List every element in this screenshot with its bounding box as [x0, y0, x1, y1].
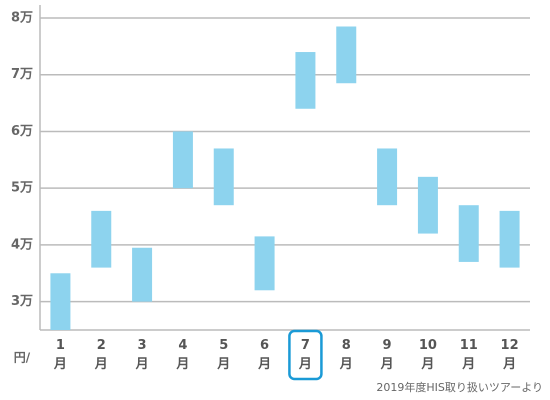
x-tick-label: 2月	[94, 338, 108, 372]
x-tick-label: 3月	[135, 338, 149, 372]
range-bar	[417, 176, 438, 234]
y-tick-label: 7万	[11, 67, 33, 82]
x-tick-label: 1月	[53, 338, 67, 372]
source-note: 2019年度HIS取り扱いツアーより	[376, 380, 543, 394]
y-tick-label: 8万	[11, 11, 33, 26]
highlight-box	[288, 329, 323, 381]
y-unit-label: 円/	[14, 351, 31, 365]
x-tick-label: 11月	[459, 338, 478, 372]
range-bar	[499, 210, 520, 268]
range-bar	[50, 273, 71, 330]
x-tick-label: 9月	[380, 338, 394, 372]
range-bar	[132, 247, 153, 302]
x-tick-label: 12月	[500, 338, 519, 372]
x-tick-label: 10月	[418, 338, 437, 372]
x-tick-label: 5月	[217, 338, 231, 372]
y-tick-label: 3万	[11, 294, 33, 309]
range-bar	[172, 131, 193, 189]
range-bar	[254, 236, 275, 291]
range-bar	[213, 148, 234, 206]
y-tick-label: 5万	[11, 181, 33, 196]
range-bar	[295, 52, 316, 109]
range-bar	[336, 26, 357, 84]
y-tick-label: 4万	[11, 237, 33, 252]
x-tick-label: 6月	[258, 338, 272, 372]
x-tick-label: 4月	[176, 338, 190, 372]
range-bar	[458, 205, 479, 262]
range-bar	[91, 210, 112, 268]
x-tick-label: 7月	[298, 338, 312, 372]
range-bar	[377, 148, 398, 206]
y-tick-label: 6万	[11, 124, 33, 139]
x-tick-label: 8月	[339, 338, 353, 372]
